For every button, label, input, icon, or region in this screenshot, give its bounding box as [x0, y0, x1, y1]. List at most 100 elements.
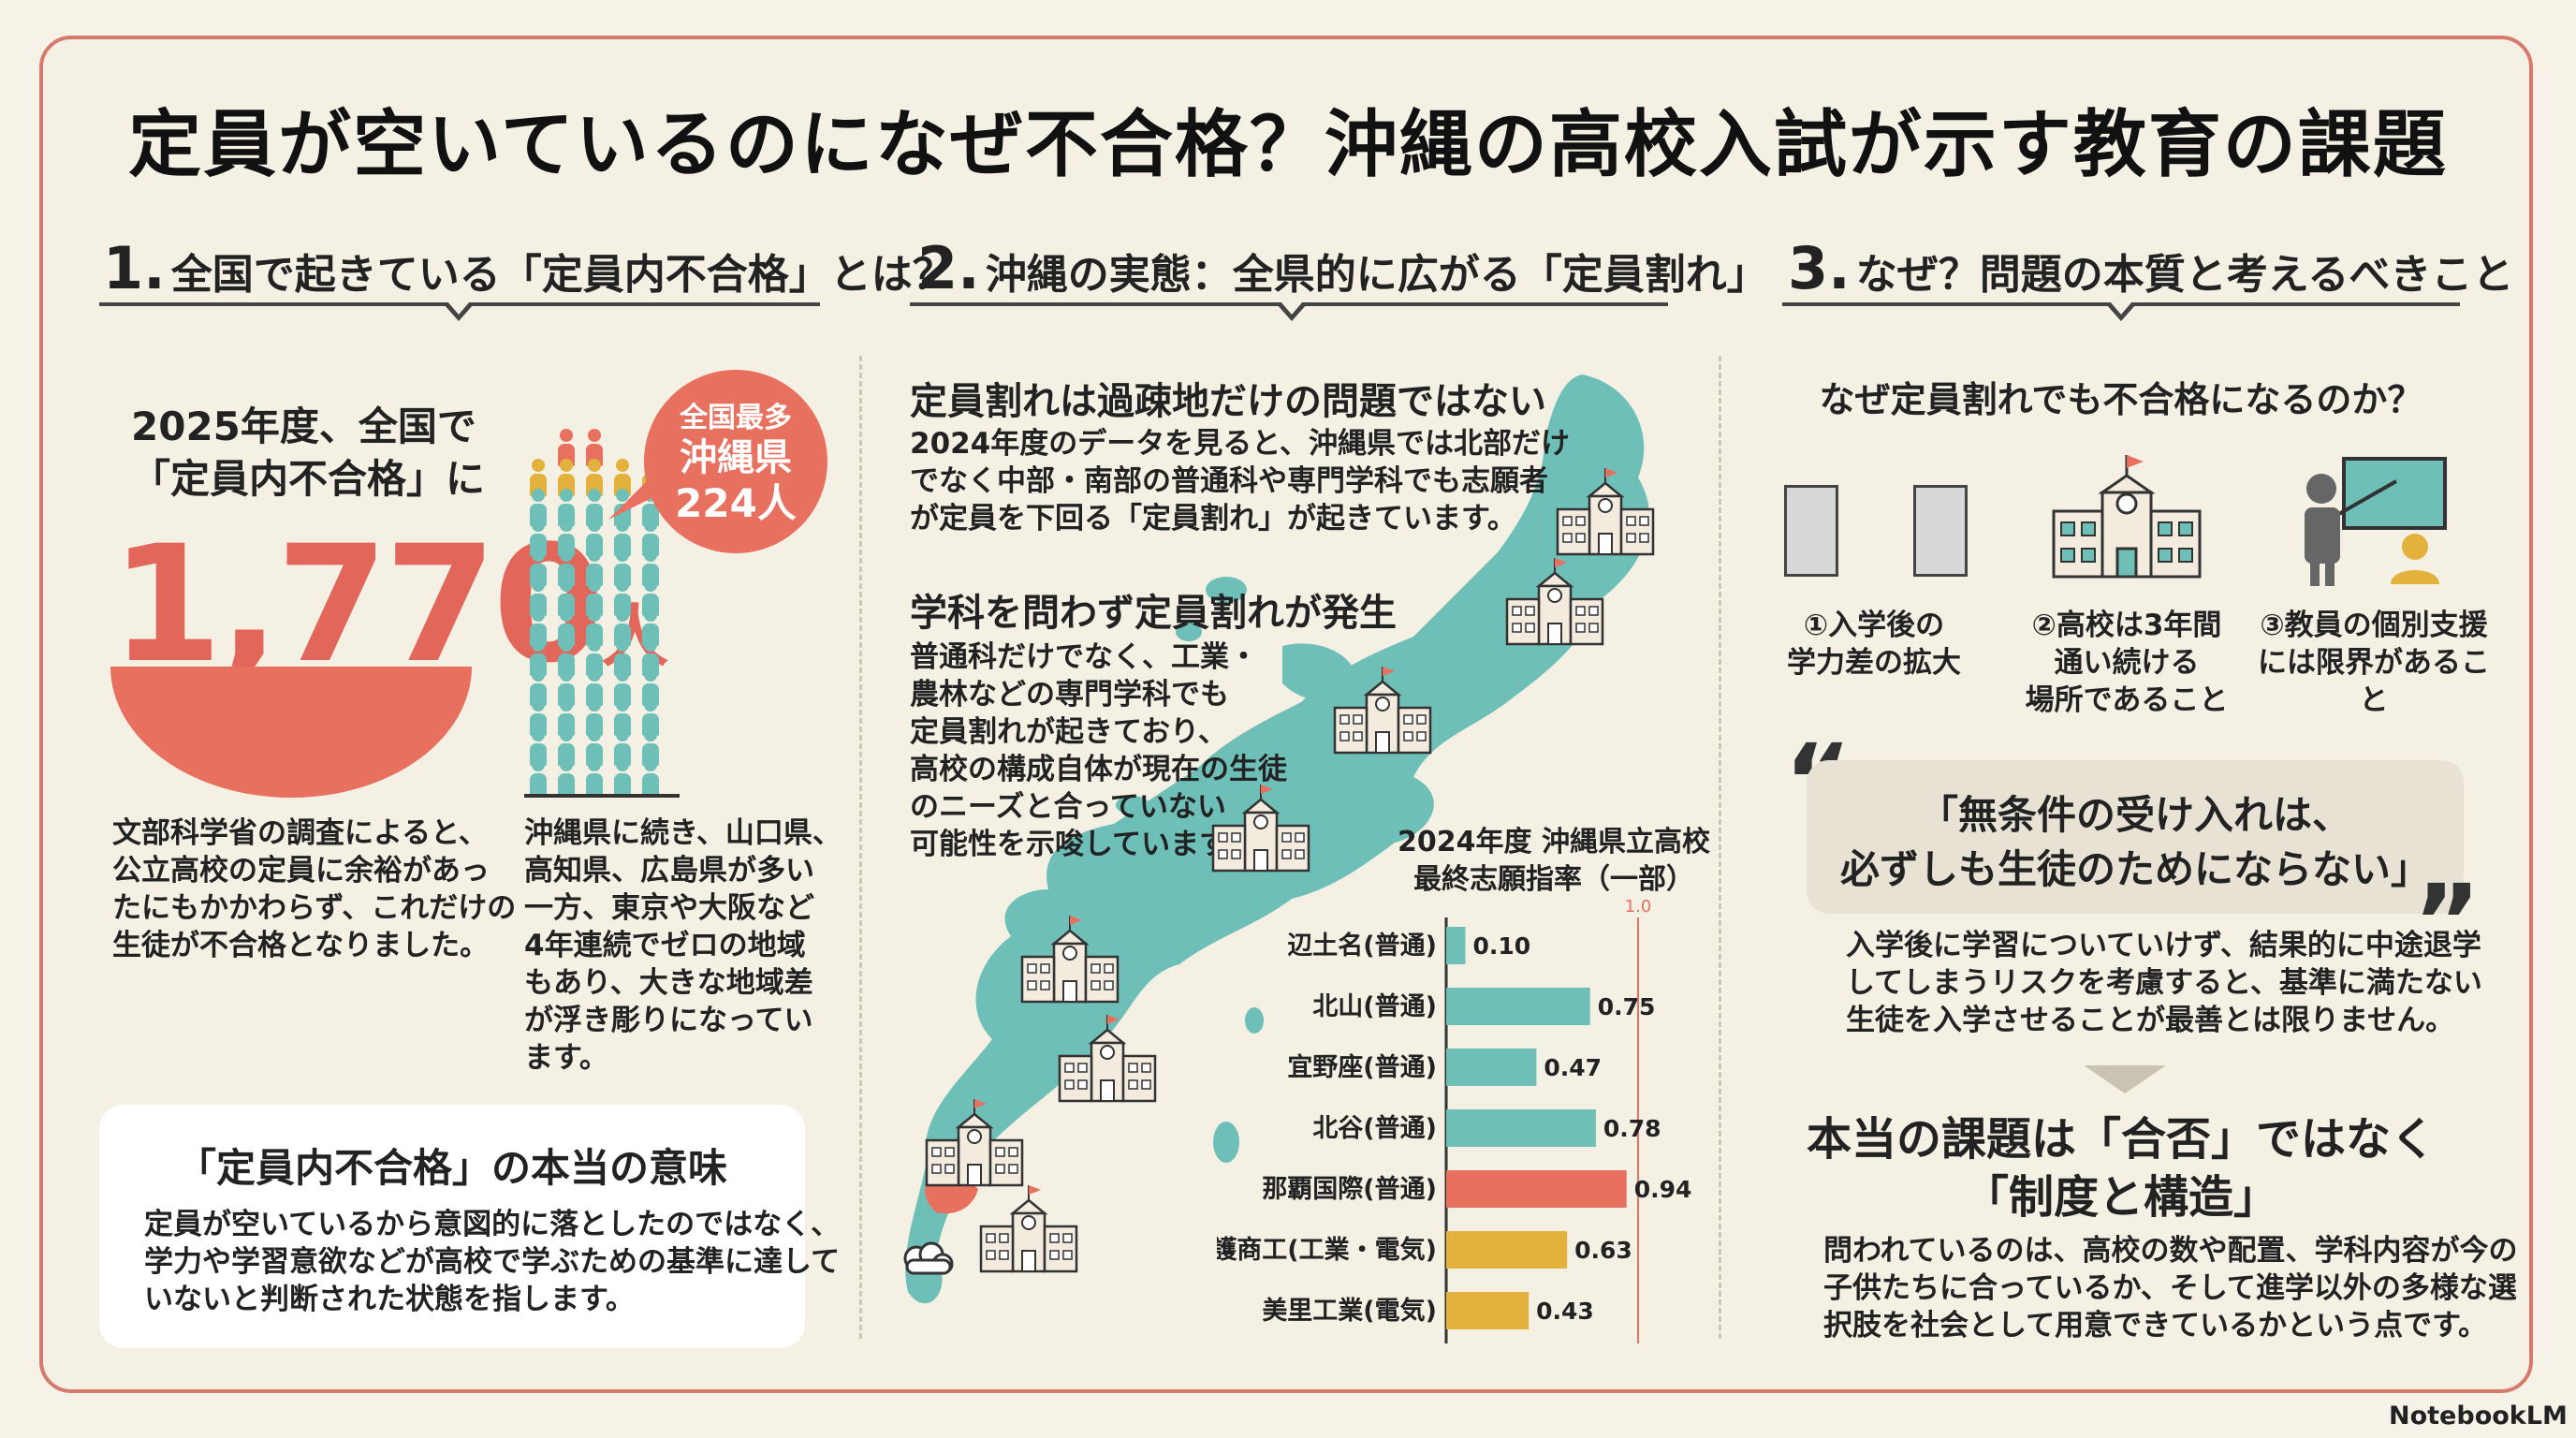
lead-line-1: 2025年度、全国で — [131, 404, 476, 449]
reference-line-label: 1.0 — [1625, 899, 1652, 917]
section-3-label: なぜ？問題の本質と考えるべきこと — [1855, 251, 2514, 299]
chart-title-line-2: 最終志願指率（一部） — [1413, 863, 1694, 896]
bar-category-label: 北谷(普通) — [1312, 1113, 1437, 1143]
section-1-caret — [444, 301, 474, 321]
reason-1-line: ①入学後の — [1803, 609, 1945, 642]
school-building-icon — [2052, 455, 2202, 579]
s1-left-line: たにもかかわらず、これだけの — [112, 891, 517, 925]
badge-pointer — [608, 468, 674, 520]
s1-right-line: 沖縄県に続き、山口県、 — [524, 816, 842, 850]
lead-line-2: 「定員内不合格」に — [131, 456, 486, 502]
s1-right-line: もあり、大きな地域差 — [524, 966, 813, 1000]
meaning-line: 学力や学習意欲などが高校で学ぶための基準に達して — [144, 1245, 841, 1279]
s2-p2-line: 定員割れが起きており、 — [910, 715, 1227, 749]
school-marker-icon — [1556, 468, 1655, 556]
quote-expl-line: してしまうリスクを考慮すると、基準に満たない — [1846, 966, 2482, 1000]
reason-2-line: 場所であること — [2025, 683, 2229, 717]
s2-p2-line: 農林などの専門学科でも — [910, 678, 1229, 712]
balance-bars-icon — [1784, 485, 1838, 577]
cloud-icon — [903, 1241, 954, 1275]
reason-3-label: ③教員の個別支援 には限界があること — [2254, 607, 2494, 719]
quote-box: 「無条件の受け入れは、 必ずしも生徒のためにならない」 — [1807, 760, 2464, 914]
island-small-5 — [1213, 1122, 1239, 1163]
conclusion-text-line: 択肢を社会として用意できているかという点です。 — [1823, 1309, 2487, 1343]
meaning-line: 定員が空いているから意図的に落としたのではなく、 — [144, 1208, 841, 1241]
bar-value-label: 0.94 — [1634, 1176, 1692, 1203]
section-3-header: 3. なぜ？問題の本質と考えるべきこと — [1788, 234, 2513, 302]
s1-right-line: 一方、東京や大阪など — [524, 891, 814, 925]
reason-1-line: 学力差の拡大 — [1787, 646, 1961, 680]
section-1-number: 1. — [103, 234, 166, 302]
chart-title-line-1: 2024年度 沖縄県立高校 — [1398, 826, 1710, 858]
conclusion-text: 問われているのは、高校の数や配置、学科内容が今の 子供たちに合っているか、そして… — [1823, 1232, 2518, 1344]
bar-category-label: 美里工業(電気) — [1262, 1296, 1437, 1326]
s2-p1-line: でなく中部・南部の普通科や専門学科でも志願者 — [910, 464, 1548, 498]
section-3-number: 3. — [1788, 234, 1851, 302]
conclusion-text-line: 子供たちに合っているか、そして進学以外の多様な選 — [1823, 1271, 2517, 1305]
person-icon — [586, 758, 603, 796]
pictogram-base-line — [524, 794, 680, 798]
meaning-line: いないと判断された状態を指します。 — [144, 1283, 635, 1316]
s1-left-line: 公立高校の定員に余裕があっ — [112, 854, 490, 888]
conclusion-heading: 本当の課題は「合否」ではなく 「制度と構造」 — [1782, 1110, 2460, 1226]
s1-right-line: が浮き彫りになってい — [524, 1004, 813, 1037]
bar — [1446, 1170, 1627, 1208]
teacher-icon — [2305, 457, 2447, 586]
s2-p1-line: 2024年度のデータを見ると、沖縄県では北部だけ — [910, 427, 1571, 461]
conclusion-line-2: 「制度と構造」 — [1963, 1171, 2278, 1224]
school-marker-icon — [1211, 785, 1310, 873]
bar-value-label: 0.10 — [1473, 932, 1531, 960]
s2-paragraph-2: 普通科だけでなく、工業・ 農林などの専門学科でも 定員割れが起きており、 高校の… — [910, 638, 1287, 863]
meaning-box-title: 「定員内不合格」の本当の意味 — [176, 1145, 727, 1191]
bar — [1446, 1231, 1568, 1269]
quote-expl-line: 生徒を入学させることが最善とは限りません。 — [1846, 1004, 2455, 1037]
s2-p2-line: 高校の構成自体が現在の生徒 — [910, 753, 1287, 786]
s1-right-line: 高知県、広島県が多い — [524, 854, 814, 888]
person-icon — [530, 758, 547, 796]
s1-right-line: ます。 — [524, 1041, 608, 1075]
bar — [1446, 1292, 1530, 1329]
section-2-label: 沖縄の実態：全県的に広がる「定員割れ」 — [985, 251, 1768, 299]
okinawa-motobu — [1282, 643, 1357, 701]
reason-2-line: ②高校は3年間 — [2031, 609, 2222, 642]
lead-text: 2025年度、全国で 「定員内不合格」に — [131, 401, 486, 506]
section-2-header: 2. 沖縄の実態：全県的に広がる「定員割れ」 — [917, 234, 1768, 302]
bar-value-label: 0.63 — [1574, 1237, 1632, 1264]
s2-p2-line: のニーズと合っていない — [910, 790, 1226, 824]
down-arrow-icon — [2084, 1065, 2166, 1093]
divider-1 — [859, 356, 862, 1339]
page-title: 定員が空いているのになぜ不合格？沖縄の高校入試が示す教育の課題 — [128, 103, 2448, 187]
bar-category-label: 那覇国際(普通) — [1262, 1174, 1437, 1204]
quote-explanation: 入学後に学習についていけず、結果的に中途退学 してしまうリスクを考慮すると、基準… — [1846, 927, 2482, 1039]
person-icon — [558, 758, 575, 796]
s2-p2-line: 普通科だけでなく、工業・ — [910, 640, 1258, 674]
badge-okinawa: 全国最多 沖縄県 224人 — [644, 370, 827, 553]
bar — [1446, 1049, 1537, 1086]
bar-category-label: 名護商工(工業・電気) — [1217, 1235, 1437, 1265]
reason-1-label: ①入学後の 学力差の拡大 — [1784, 607, 1964, 682]
meaning-box-text: 定員が空いているから意図的に落としたのではなく、 学力や学習意欲などが高校で学ぶ… — [144, 1206, 840, 1318]
island-small-3 — [1398, 646, 1428, 665]
section-3-caret — [2106, 301, 2136, 321]
badge-line-3: 224人 — [675, 480, 797, 526]
reason-2-label: ②高校は3年間 通い続ける 場所であること — [2024, 607, 2230, 719]
island-small-1 — [1206, 577, 1247, 603]
school-marker-icon — [1505, 558, 1604, 646]
quote-text: 「無条件の受け入れは、 必ずしも生徒のためにならない」 — [1807, 788, 2464, 897]
section-2-caret — [1277, 301, 1307, 321]
meaning-box: 「定員内不合格」の本当の意味 定員が空いているから意図的に落としたのではなく、 … — [99, 1105, 840, 1348]
person-icon — [642, 758, 659, 796]
section-1-label: 全国で起きている「定員内不合格」とは？ — [170, 251, 954, 299]
s1-right-line: 4年連続でゼロの地域 — [524, 929, 806, 962]
bar-category-label: 辺土名(普通) — [1287, 931, 1437, 961]
bar — [1446, 927, 1466, 964]
s2-heading-2: 学科を問わず定員割れが発生 — [910, 592, 1397, 635]
bar-chart: 1.0 辺土名(普通) 0.10 北山(普通) 0.75 宜野座(普通) 0.47 北谷(普通… — [1217, 899, 1692, 1343]
bar — [1446, 988, 1590, 1025]
bar-category-label: 宜野座(普通) — [1287, 1052, 1437, 1082]
conclusion-text-line: 問われているのは、高校の数や配置、学科内容が今の — [1823, 1234, 2518, 1268]
s2-heading-1: 定員割れは過疎地だけの問題ではない — [910, 380, 1546, 423]
s1-left-text: 文部科学省の調査によると、 公立高校の定員に余裕があっ たにもかかわらず、これだ… — [112, 814, 516, 964]
school-marker-icon — [1333, 667, 1432, 755]
chart-title: 2024年度 沖縄県立高校 最終志願指率（一部） — [1376, 824, 1732, 899]
